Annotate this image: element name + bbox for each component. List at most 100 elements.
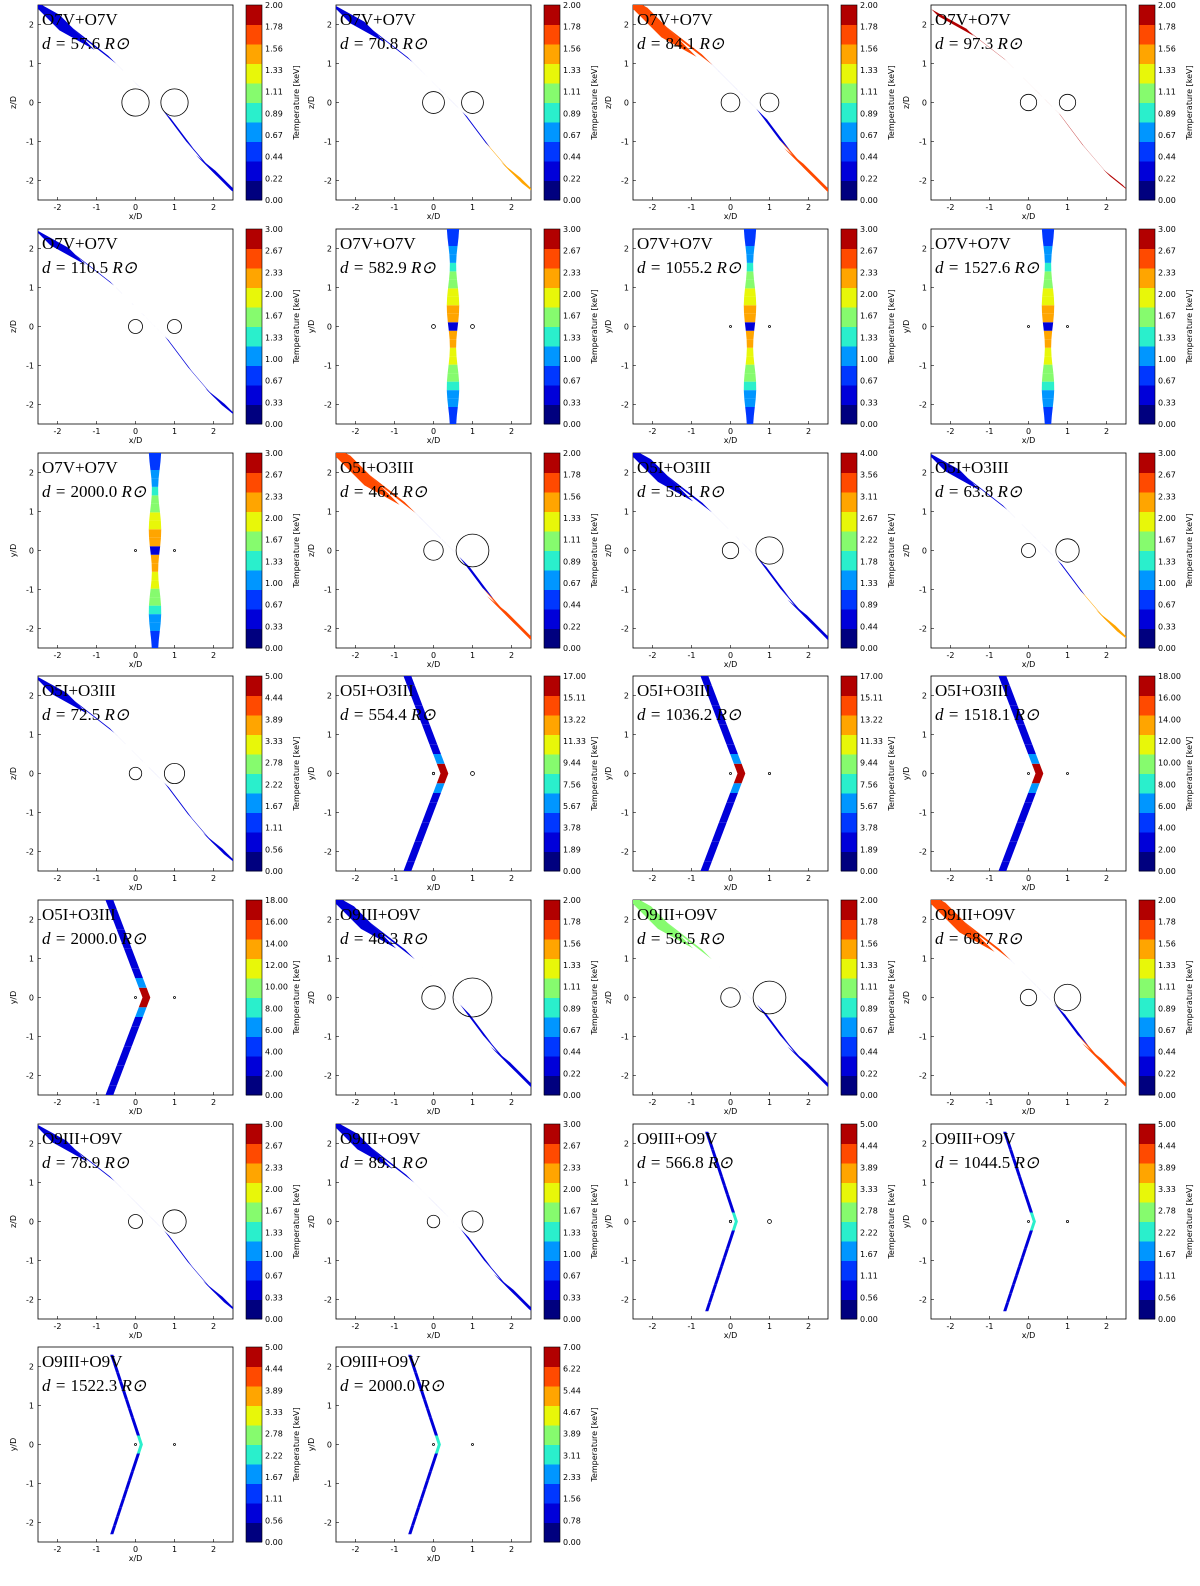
wind-cell	[633, 900, 694, 949]
colorbar-segment	[544, 773, 560, 794]
wind-cell	[120, 1046, 132, 1056]
x-tick-label: 0	[728, 427, 733, 436]
wind-collision-region	[931, 900, 1126, 1088]
wind-collision-region	[336, 900, 531, 1088]
y-tick-label: 2	[624, 1140, 629, 1149]
colorbar-segment	[841, 248, 857, 269]
colorbar-tick-label: 0.00	[1158, 196, 1176, 205]
wind-cell	[728, 1203, 735, 1213]
wind-cell	[745, 330, 755, 340]
colorbar-segment	[246, 1036, 262, 1057]
colorbar-segment	[544, 1503, 560, 1523]
x-tick-label: -2	[352, 1098, 360, 1107]
colorbar-tick-label: 1.00	[860, 355, 878, 364]
colorbar-tick-label: 0.00	[563, 1315, 581, 1324]
y-tick-label: 1	[922, 508, 927, 517]
wind-collision-region	[705, 1131, 772, 1312]
colorbar-segment	[246, 307, 262, 327]
wind-cell	[422, 1480, 430, 1490]
colorbar-segment	[246, 492, 262, 512]
wind-cell	[725, 1239, 732, 1249]
wind-cell	[745, 407, 755, 416]
y-tick-label: -2	[621, 1296, 629, 1305]
y-tick-label: 1	[327, 1179, 332, 1188]
wind-cell	[998, 676, 1010, 686]
y-tick-label: 1	[624, 955, 629, 964]
wind-cell	[714, 1275, 721, 1285]
wind-collision-region	[431, 229, 475, 424]
y-tick-label: 2	[29, 21, 34, 30]
colorbar-tick-label: 0.00	[860, 420, 878, 429]
colorbar-tick-label: 0.33	[563, 398, 581, 407]
wind-cell	[449, 262, 457, 272]
x-tick-label: 1	[470, 1545, 475, 1554]
x-tick-label: 0	[728, 203, 733, 212]
wind-cell	[149, 546, 161, 555]
x-tick-label: -1	[986, 1098, 994, 1107]
colorbar-tick-label: 1.78	[860, 557, 878, 566]
wind-cell	[148, 597, 162, 606]
colorbar-segment	[841, 404, 857, 425]
x-tick-label: 0	[431, 1098, 436, 1107]
colorbar-segment	[544, 161, 560, 181]
colorbar-segment	[1139, 1182, 1155, 1203]
wind-cell	[447, 398, 459, 408]
wind-cell	[127, 1026, 140, 1037]
colorbar-tick-label: 0.33	[265, 398, 283, 407]
wind-cell	[1058, 113, 1084, 147]
colorbar-tick-label: 3.33	[265, 1408, 283, 1417]
wind-collision-region	[998, 676, 1069, 871]
x-tick-label: 1	[1065, 427, 1070, 436]
x-axis-label: x/D	[129, 212, 143, 221]
colorbar-segment	[841, 1202, 857, 1222]
colorbar-tick-label: 0.00	[563, 1538, 581, 1547]
colorbar-segment	[841, 287, 857, 308]
colorbar-tick-label: 3.89	[860, 1163, 878, 1172]
x-tick-label: 2	[211, 427, 216, 436]
x-axis-label: x/D	[1022, 1331, 1036, 1340]
x-tick-label: 1	[1065, 203, 1070, 212]
y-tick-label: -1	[919, 1033, 927, 1042]
binary-label: O5I+O3III	[637, 681, 711, 700]
colorbar-label: Temperature [keV]	[1185, 65, 1194, 140]
colorbar-tick-label: 0.22	[563, 622, 581, 631]
wind-collision-region	[38, 5, 233, 192]
x-tick-label: 2	[1104, 651, 1109, 660]
wind-cell	[113, 1363, 120, 1373]
colorbar-tick-label: 1.11	[860, 983, 878, 992]
x-tick-label: -1	[986, 1322, 994, 1331]
x-tick-label: 2	[509, 1098, 514, 1107]
separation-label: d = 554.4 R⊙	[340, 705, 436, 724]
wind-cell	[130, 1462, 137, 1472]
wind-cell	[460, 1004, 493, 1046]
y-tick-label: -1	[324, 809, 332, 818]
colorbar-tick-label: 2.00	[1158, 1, 1176, 10]
colorbar-segment	[246, 919, 262, 940]
colorbar-segment	[841, 997, 857, 1018]
x-axis-label: x/D	[1022, 1107, 1036, 1116]
x-tick-label: 0	[1026, 1098, 1031, 1107]
x-tick-label: 1	[470, 874, 475, 883]
plot-frame	[930, 4, 1127, 201]
colorbar-tick-label: 0.00	[265, 867, 283, 876]
y-axis-label: z/D	[307, 1215, 316, 1228]
colorbar-tick-label: 2.67	[1158, 247, 1176, 256]
wind-cell	[1042, 313, 1054, 323]
colorbar-tick-label: 1.67	[563, 312, 581, 321]
x-tick-label: 1	[767, 651, 772, 660]
wind-cell	[1023, 1239, 1030, 1249]
y-tick-label: 0	[327, 770, 332, 779]
y-tick-label: -1	[919, 138, 927, 147]
colorbar-tick-label: 2.33	[1158, 492, 1176, 501]
x-tick-label: -2	[649, 1098, 657, 1107]
x-tick-label: -1	[93, 203, 101, 212]
colorbar-segment	[246, 346, 262, 366]
colorbar-segment	[246, 404, 262, 425]
x-tick-label: -2	[947, 1322, 955, 1331]
colorbar-segment	[544, 1366, 560, 1387]
colorbar-segment	[1139, 773, 1155, 794]
colorbar-tick-label: 5.00	[860, 1120, 878, 1129]
colorbar-tick-label: 0.00	[563, 644, 581, 653]
wind-cell	[433, 754, 445, 764]
y-tick-label: -1	[621, 1033, 629, 1042]
